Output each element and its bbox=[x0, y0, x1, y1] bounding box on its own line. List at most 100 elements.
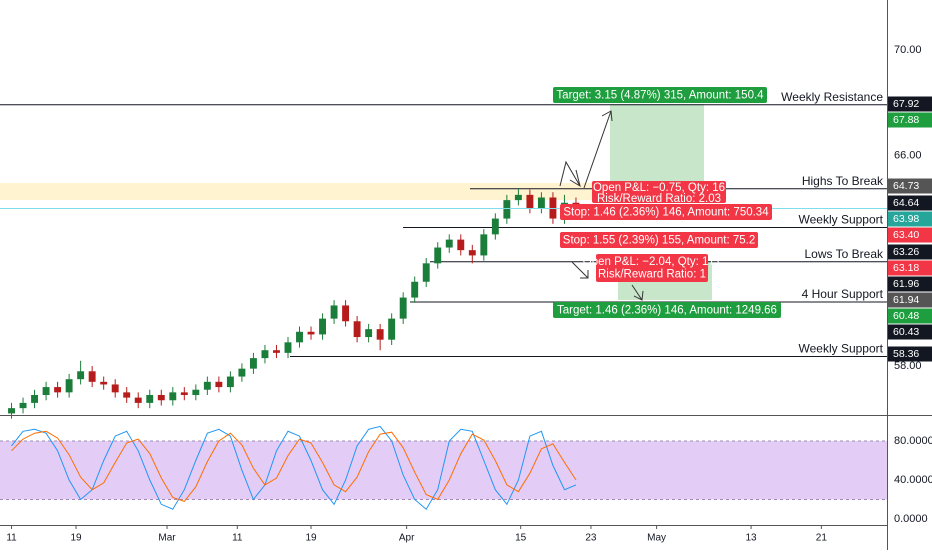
price-tag-label: 63.98 bbox=[893, 213, 919, 225]
candle-body bbox=[526, 194, 534, 209]
x-tick-label: 15 bbox=[515, 533, 527, 544]
position-rr: Risk/Reward Ratio: 1 bbox=[598, 269, 706, 281]
candle-body bbox=[376, 329, 384, 340]
price-tag bbox=[888, 292, 932, 308]
price-tag bbox=[888, 227, 932, 243]
label-box bbox=[560, 232, 758, 248]
candle-body bbox=[296, 331, 303, 343]
candle-body bbox=[31, 394, 39, 403]
position-pnl: Open P&L: −0.75, Qty: 16 bbox=[593, 182, 725, 194]
candle-body bbox=[468, 250, 476, 256]
level-label: Weekly Support bbox=[799, 213, 884, 227]
candle-body bbox=[203, 381, 211, 390]
candle-body bbox=[353, 321, 361, 338]
price-tag bbox=[888, 178, 932, 194]
x-tick-label: 21 bbox=[816, 533, 828, 544]
candle-body bbox=[503, 200, 511, 219]
x-tick-label: 13 bbox=[746, 533, 758, 544]
candle-body bbox=[514, 194, 522, 201]
candle-body bbox=[549, 197, 557, 219]
price-tag bbox=[888, 244, 932, 260]
candle-body bbox=[169, 392, 177, 401]
price-tag bbox=[888, 112, 932, 128]
candle-body bbox=[434, 247, 442, 264]
x-tick-label: 11 bbox=[6, 533, 17, 544]
label-box bbox=[596, 254, 708, 282]
x-tick-label: 11 bbox=[232, 533, 243, 544]
candle-body bbox=[215, 381, 223, 388]
level-label: Highs To Break bbox=[802, 174, 884, 188]
sketch-arrow bbox=[559, 160, 581, 188]
position-stop: Stop: 1.55 (2.39%) 155, Amount: 75.2 bbox=[563, 235, 755, 247]
target-zone bbox=[610, 104, 704, 190]
x-tick-label: 19 bbox=[70, 533, 82, 544]
candle-body bbox=[157, 394, 165, 401]
level-label: Weekly Resistance bbox=[781, 90, 883, 104]
candle-body bbox=[226, 376, 234, 388]
position-rr: Risk/Reward Ratio: 2.03 bbox=[597, 193, 721, 205]
candle-body bbox=[19, 402, 27, 409]
price-tag-label: 63.18 bbox=[893, 262, 919, 274]
y-tick-label: 0.0000 bbox=[894, 513, 928, 525]
x-tick-label: 23 bbox=[585, 533, 597, 544]
candle-body bbox=[422, 263, 430, 282]
candle-body bbox=[8, 408, 15, 414]
candle-body bbox=[249, 358, 257, 369]
x-tick-label: 19 bbox=[305, 533, 317, 544]
candle-body bbox=[365, 329, 373, 338]
price-tag bbox=[888, 260, 932, 276]
candle-body bbox=[261, 350, 269, 359]
x-tick-label: Mar bbox=[158, 533, 176, 544]
candle-body bbox=[388, 318, 396, 340]
level-label: 4 Hour Support bbox=[802, 287, 884, 301]
y-tick-label: 80.0000 bbox=[894, 435, 932, 447]
label-box bbox=[553, 302, 781, 318]
candle-body bbox=[123, 392, 131, 398]
sketch-arrow bbox=[583, 110, 613, 189]
price-tag bbox=[888, 211, 932, 227]
price-tag-label: 67.88 bbox=[893, 114, 919, 126]
position-target: Target: 3.15 (4.87%) 315, Amount: 150.4 bbox=[556, 90, 764, 102]
price-tag-label: 64.64 bbox=[893, 197, 919, 209]
candle-body bbox=[411, 281, 419, 298]
candle-body bbox=[319, 318, 327, 335]
candle-body bbox=[491, 218, 499, 235]
candle-body bbox=[100, 381, 108, 385]
candle-body bbox=[77, 371, 85, 380]
price-tag-label: 64.73 bbox=[893, 180, 919, 192]
label-box bbox=[592, 181, 726, 203]
position-stop: Stop: 1.46 (2.36%) 146, Amount: 750.34 bbox=[563, 207, 769, 219]
position-pnl: Open P&L: −2.04, Qty: 171 bbox=[583, 256, 721, 268]
sketch-arrow bbox=[571, 261, 644, 301]
price-tag bbox=[888, 276, 932, 292]
candle-body bbox=[111, 384, 119, 393]
y-tick-label: 40.0000 bbox=[894, 474, 932, 486]
candle-body bbox=[480, 234, 488, 256]
price-tag bbox=[888, 346, 932, 362]
price-tag-label: 61.96 bbox=[893, 278, 919, 290]
price-tag-label: 60.43 bbox=[893, 326, 919, 338]
price-tag bbox=[888, 96, 932, 112]
x-tick-label: Apr bbox=[399, 533, 415, 544]
position-target: Target: 1.46 (2.36%) 146, Amount: 1249.6… bbox=[557, 305, 777, 317]
candle-body bbox=[146, 394, 154, 403]
candle-body bbox=[192, 389, 200, 395]
price-tag-label: 63.40 bbox=[893, 229, 919, 241]
candle-body bbox=[307, 331, 315, 335]
highlight-zone bbox=[0, 183, 600, 200]
stoch-line bbox=[11, 430, 577, 502]
x-tick-label: May bbox=[647, 533, 666, 544]
price-tag-label: 67.92 bbox=[893, 98, 919, 110]
y-tick-label: 58.00 bbox=[894, 360, 922, 372]
candle-body bbox=[342, 305, 350, 322]
candle-body bbox=[42, 387, 50, 395]
y-tick-label: 66.00 bbox=[894, 149, 922, 161]
price-tag bbox=[888, 195, 932, 211]
level-label: Lows To Break bbox=[805, 247, 884, 261]
candle-body bbox=[88, 371, 96, 382]
y-tick-label: 70.00 bbox=[894, 44, 922, 56]
stoch-line bbox=[11, 425, 577, 510]
level-label: Weekly Support bbox=[799, 342, 884, 356]
price-tag bbox=[888, 324, 932, 340]
